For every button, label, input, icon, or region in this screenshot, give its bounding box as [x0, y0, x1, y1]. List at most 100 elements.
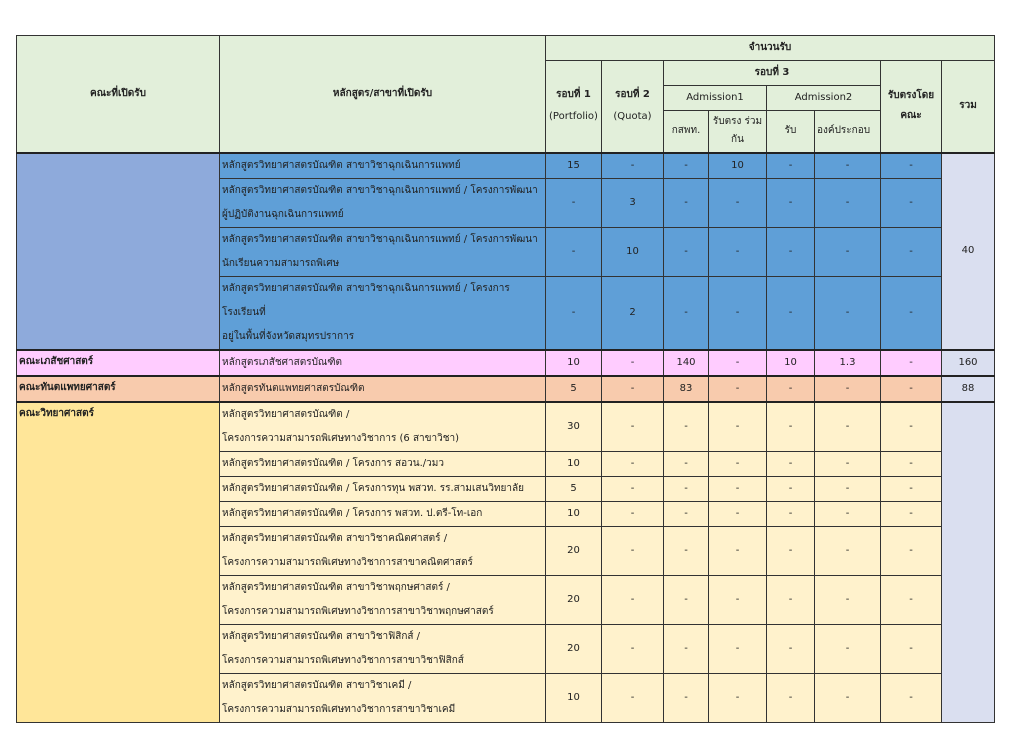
value-cell: -	[814, 574, 881, 625]
header-a1-joint: รับตรง ร่วมกัน	[708, 110, 767, 153]
value-cell: -	[880, 672, 942, 723]
value-cell: -	[766, 400, 815, 452]
value-cell: 15	[545, 151, 602, 179]
value-cell: -	[663, 500, 709, 527]
value-cell: -	[814, 500, 881, 527]
value-cell: -	[708, 226, 767, 277]
program-line: โครงการความสามารถพิเศษทางวิชาการสาขาวิชา…	[222, 605, 494, 617]
table-row: หลักสูตรวิทยาศาสตรบัณฑิต สาขาวิชาเคมี / โ…	[17, 672, 995, 723]
table-row: หลักสูตรวิทยาศาสตรบัณฑิต สาขาวิชาฉุกเฉิน…	[17, 226, 995, 277]
faculty-cell: คณะเภสัชศาสตร์	[16, 348, 220, 376]
table-row: คณะทันตแพทยศาสตร์ หลักสูตรทันตแพทยศาสตรบั…	[16, 374, 995, 402]
value-cell: -	[766, 623, 815, 674]
value-cell: -	[601, 151, 664, 179]
value-cell: -	[545, 226, 602, 277]
program-line: หลักสูตรวิทยาศาสตรบัณฑิต / โครงการ สอวน.…	[222, 457, 444, 469]
program-line: หลักสูตรวิทยาศาสตรบัณฑิต / โครงการทุน พส…	[222, 482, 524, 494]
value-cell: -	[880, 500, 942, 527]
program-line: หลักสูตรวิทยาศาสตรบัณฑิต สาขาวิชาฉุกเฉิน…	[222, 184, 538, 196]
value-cell: -	[601, 623, 664, 674]
table-row: หลักสูตรวิทยาศาสตรบัณฑิต สาขาวิชาฉุกเฉิน…	[16, 151, 995, 350]
value-cell: 20	[545, 623, 602, 674]
value-cell: -	[880, 400, 942, 452]
value-cell: -	[663, 574, 709, 625]
value-cell: -	[545, 177, 602, 228]
program-cell: หลักสูตรวิทยาศาสตรบัณฑิต สาขาวิชาฉุกเฉิน…	[219, 151, 546, 179]
header-total: รวม	[941, 60, 995, 153]
value-cell: -	[708, 623, 767, 674]
value-cell: -	[766, 275, 815, 350]
program-cell: หลักสูตรวิทยาศาสตรบัณฑิต สาขาวิชาพฤกษศาส…	[219, 574, 546, 625]
value-cell: -	[814, 226, 881, 277]
value-cell: 10	[766, 348, 815, 376]
total-cell: 88	[941, 374, 995, 402]
value-cell: -	[766, 574, 815, 625]
program-line: ผู้ปฏิบัติงานฉุกเฉินการแพทย์	[222, 208, 344, 220]
program-cell: หลักสูตรวิทยาศาสตรบัณฑิต สาขาวิชาคณิตศาส…	[219, 525, 546, 576]
header-round3: รอบที่ 3	[663, 60, 881, 86]
value-cell: -	[880, 151, 942, 179]
value-cell: -	[766, 374, 815, 402]
program-cell: หลักสูตรวิทยาศาสตรบัณฑิต สาขาวิชาฉุกเฉิน…	[219, 177, 546, 228]
value-cell: -	[880, 623, 942, 674]
value-cell: -	[601, 374, 664, 402]
header-admission2: Admission2	[766, 85, 881, 111]
admission-quota-table: คณะที่เปิดรับ หลักสูตร/สาขาที่เปิดรับ จำ…	[16, 35, 995, 723]
header-round2: รอบที่ 2 (Quota)	[601, 60, 664, 153]
program-line: โครงการความสามารถพิเศษทางวิชาการ (6 สาขา…	[222, 432, 460, 444]
value-cell: -	[708, 400, 767, 452]
header-faculty: คณะที่เปิดรับ	[16, 35, 220, 153]
value-cell: -	[880, 275, 942, 350]
program-cell: หลักสูตรวิทยาศาสตรบัณฑิต / โครงการความสา…	[219, 400, 546, 452]
program-line: โครงการความสามารถพิเศษทางวิชาการสาขาคณิต…	[222, 556, 473, 568]
table-row: คณะเภสัชศาสตร์ หลักสูตรเภสัชศาสตรบัณฑิต 10…	[16, 348, 995, 376]
table-row: หลักสูตรวิทยาศาสตรบัณฑิต / โครงการ สอวน.…	[17, 450, 995, 477]
program-line: หลักสูตรวิทยาศาสตรบัณฑิต /	[222, 408, 350, 420]
value-cell: -	[766, 500, 815, 527]
program-cell: หลักสูตรวิทยาศาสตรบัณฑิต / โครงการ สอวน.…	[219, 450, 546, 477]
program-line: หลักสูตรวิทยาศาสตรบัณฑิต สาขาวิชาฉุกเฉิน…	[222, 282, 510, 318]
value-cell: 10	[545, 450, 602, 477]
program-cell: หลักสูตรวิทยาศาสตรบัณฑิต สาขาวิชาฉุกเฉิน…	[219, 226, 546, 277]
value-cell: -	[814, 275, 881, 350]
total-cell: 40	[941, 151, 995, 350]
table-row: หลักสูตรวิทยาศาสตรบัณฑิต สาขาวิชาฟิสิกส์…	[17, 623, 995, 674]
program-line: หลักสูตรวิทยาศาสตรบัณฑิต สาขาวิชาฟิสิกส์…	[222, 630, 421, 642]
total-cell	[941, 400, 995, 723]
program-line: อยู่ในพื้นที่จังหวัดสมุทรปราการ	[222, 330, 355, 342]
header-a2-receive: รับ	[766, 110, 815, 153]
value-cell: 10	[545, 500, 602, 527]
program-line: หลักสูตรวิทยาศาสตรบัณฑิต สาขาวิชาคณิตศาส…	[222, 532, 448, 544]
value-cell: -	[880, 475, 942, 502]
value-cell: -	[880, 348, 942, 376]
value-cell: 20	[545, 574, 602, 625]
value-cell: -	[663, 400, 709, 452]
program-line: โครงการความสามารถพิเศษทางวิชาการสาขาวิชา…	[222, 654, 464, 666]
program-cell: หลักสูตรวิทยาศาสตรบัณฑิต สาขาวิชาเคมี / โ…	[219, 672, 546, 723]
table-row: หลักสูตรวิทยาศาสตรบัณฑิต สาขาวิชาคณิตศาส…	[17, 525, 995, 576]
program-line: หลักสูตรวิทยาศาสตรบัณฑิต สาขาวิชาพฤกษศาส…	[222, 581, 450, 593]
value-cell: -	[663, 177, 709, 228]
program-line: นักเรียนความสามารถพิเศษ	[222, 257, 340, 269]
value-cell: -	[880, 177, 942, 228]
program-line: โครงการความสามารถพิเศษทางวิชาการสาขาวิชา…	[222, 703, 456, 715]
value-cell: -	[601, 475, 664, 502]
value-cell: 10	[545, 348, 602, 376]
table-row: หลักสูตรวิทยาศาสตรบัณฑิต สาขาวิชาฉุกเฉิน…	[17, 177, 995, 228]
value-cell: -	[663, 475, 709, 502]
program-line: หลักสูตรวิทยาศาสตรบัณฑิต สาขาวิชาฉุกเฉิน…	[222, 233, 538, 245]
value-cell: 140	[663, 348, 709, 376]
value-cell: -	[663, 275, 709, 350]
value-cell: -	[766, 525, 815, 576]
header-a2-component: องค์ประกอบ	[814, 110, 881, 153]
value-cell: 83	[663, 374, 709, 402]
value-cell: 3	[601, 177, 664, 228]
value-cell: 10	[601, 226, 664, 277]
value-cell: -	[708, 574, 767, 625]
value-cell: -	[814, 623, 881, 674]
program-cell: หลักสูตรวิทยาศาสตรบัณฑิต / โครงการทุน พส…	[219, 475, 546, 502]
table-row: หลักสูตรวิทยาศาสตรบัณฑิต / โครงการทุน พส…	[17, 475, 995, 502]
value-cell: -	[880, 226, 942, 277]
value-cell: -	[766, 177, 815, 228]
value-cell: -	[663, 151, 709, 179]
